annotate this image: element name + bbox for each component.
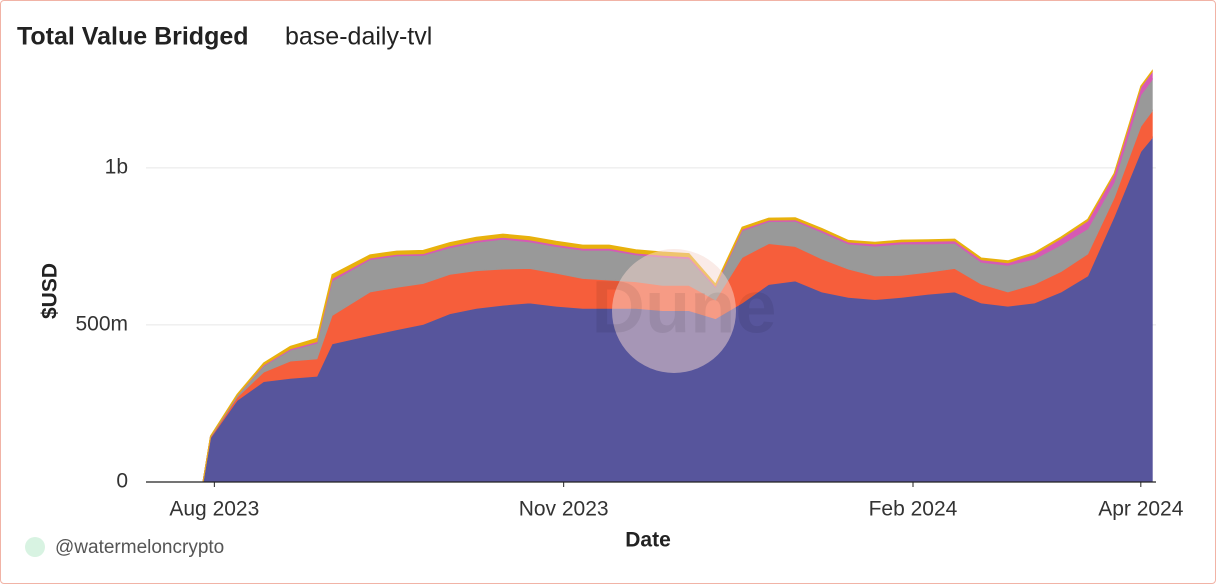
x-tick-label: Apr 2024 — [1098, 498, 1184, 521]
x-axis-label: Date — [625, 529, 671, 552]
y-tick-label: 1b — [105, 155, 128, 178]
chart-subtitle: base-daily-tvl — [285, 23, 432, 51]
avatar — [25, 537, 45, 557]
attribution[interactable]: @watermeloncrypto — [55, 537, 224, 558]
y-tick-label: 500m — [75, 312, 128, 335]
area — [146, 69, 1153, 483]
x-tick-label: Nov 2023 — [519, 498, 609, 521]
y-tick-label: 0 — [116, 470, 128, 493]
chart-title: Total Value Bridged — [17, 23, 249, 51]
x-tick-label: Aug 2023 — [169, 498, 259, 521]
watermark-logo — [612, 249, 736, 373]
x-tick-label: Feb 2024 — [869, 498, 958, 521]
y-axis-label: $USD — [39, 263, 62, 319]
watermark: Dune — [592, 266, 777, 349]
